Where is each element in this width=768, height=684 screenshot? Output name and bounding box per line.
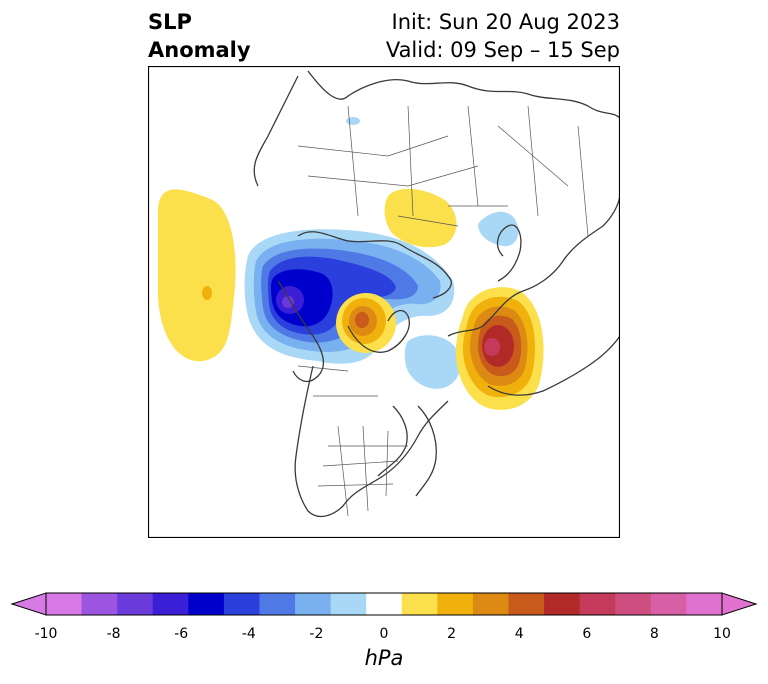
pacific-high-anomaly bbox=[157, 189, 236, 362]
plot-title-left: SLP Anomaly bbox=[148, 8, 251, 64]
colorbar-unit-label: hPa bbox=[364, 646, 404, 670]
colorbar-segment bbox=[295, 593, 332, 615]
colorbar-segment bbox=[330, 593, 367, 615]
political-borders bbox=[297, 105, 589, 517]
colorbar-segment bbox=[579, 593, 616, 615]
colorbar-tick-label: 8 bbox=[649, 626, 659, 642]
title-anomaly: Anomaly bbox=[148, 38, 251, 62]
plot-title-right: Init: Sun 20 Aug 2023 Valid: 09 Sep – 15… bbox=[386, 8, 620, 64]
colorbar-segment bbox=[686, 593, 723, 615]
colorbar-segments bbox=[46, 593, 723, 615]
valid-range: Valid: 09 Sep – 15 Sep bbox=[385, 38, 620, 62]
colorbar-segment bbox=[544, 593, 581, 615]
colorbar-segment bbox=[152, 593, 189, 615]
map-border bbox=[148, 66, 620, 538]
atlantic-high-anomaly bbox=[455, 287, 544, 410]
colorbar bbox=[0, 585, 768, 684]
colorbar-segment bbox=[223, 593, 260, 615]
init-date: Init: Sun 20 Aug 2023 bbox=[391, 10, 620, 34]
hudson-high-anomaly bbox=[336, 293, 396, 353]
colorbar-tick-label: -4 bbox=[241, 626, 256, 642]
colorbar-tick-label: -8 bbox=[106, 626, 121, 642]
colorbar-segment bbox=[188, 593, 225, 615]
colorbar-segment bbox=[81, 593, 118, 615]
colorbar-segment bbox=[615, 593, 652, 615]
colorbar-segment bbox=[46, 593, 83, 615]
colorbar-tick-label: 10 bbox=[713, 626, 731, 642]
siberia-high-anomaly bbox=[384, 188, 457, 248]
title-variable: SLP bbox=[148, 10, 192, 34]
colorbar-segment bbox=[437, 593, 474, 615]
colorbar-svg bbox=[10, 592, 758, 616]
colorbar-tick-label: 2 bbox=[447, 626, 457, 642]
colorbar-segment bbox=[117, 593, 154, 615]
alaska-low-anomaly bbox=[244, 117, 519, 389]
slp-anomaly-map bbox=[148, 66, 620, 538]
colorbar-segment bbox=[401, 593, 438, 615]
colorbar-segment bbox=[259, 593, 296, 615]
colorbar-segment bbox=[472, 593, 510, 615]
colorbar-outline bbox=[45, 592, 723, 616]
colorbar-tick-label: -10 bbox=[34, 626, 58, 642]
colorbar-extend-low bbox=[10, 592, 47, 616]
colorbar-tick-label: 4 bbox=[514, 626, 524, 642]
map-panel bbox=[148, 66, 620, 538]
colorbar-segment bbox=[650, 593, 687, 615]
colorbar-segment bbox=[366, 593, 403, 615]
colorbar-tick-label: -2 bbox=[309, 626, 324, 642]
colorbar-extend-high bbox=[721, 592, 758, 616]
colorbar-tick-label: 0 bbox=[379, 626, 389, 642]
colorbar-segment bbox=[508, 593, 545, 615]
colorbar-tick-label: 6 bbox=[582, 626, 592, 642]
colorbar-tick-label: -6 bbox=[174, 626, 189, 642]
